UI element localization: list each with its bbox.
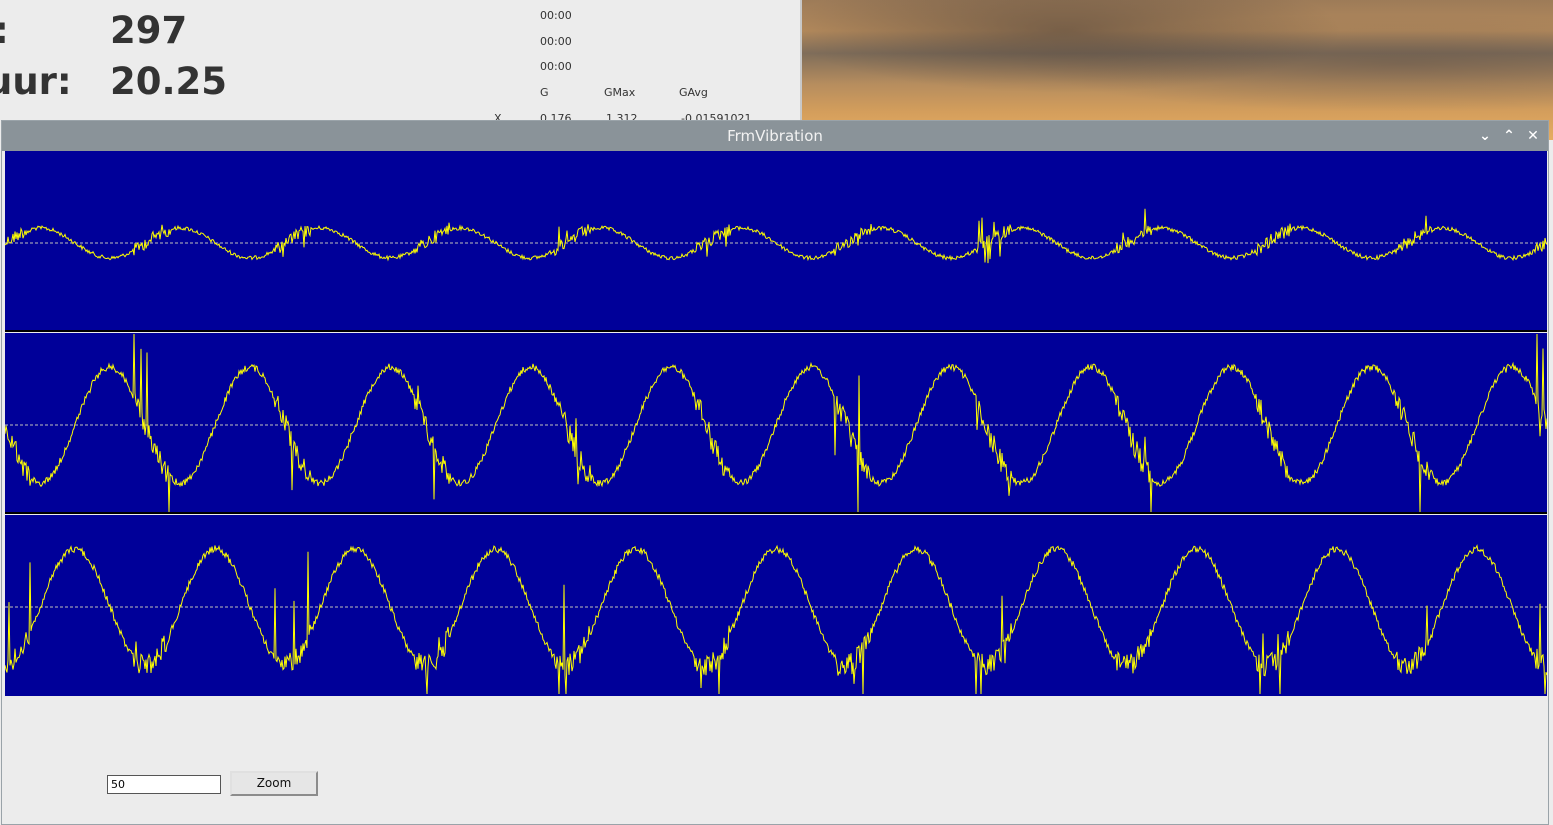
window-edge (800, 0, 802, 140)
header-g: G (540, 86, 549, 99)
value-label-1: : (0, 12, 9, 49)
trace-x (5, 208, 1547, 264)
vibration-plot-y (5, 333, 1547, 514)
desktop-wallpaper (801, 0, 1553, 140)
time-3: 00:00 (540, 60, 572, 73)
time-2: 00:00 (540, 35, 572, 48)
trace-z (5, 544, 1547, 695)
value-2: 20.25 (110, 60, 228, 103)
window-title: FrmVibration (727, 127, 823, 145)
plot-z-svg (5, 544, 1547, 695)
maximize-button[interactable]: ⌃ (1503, 128, 1515, 144)
minimize-button[interactable]: ⌄ (1479, 128, 1491, 144)
time-1: 00:00 (540, 9, 572, 22)
header-gavg: GAvg (679, 86, 708, 99)
close-button[interactable]: ✕ (1527, 128, 1539, 144)
vibration-plot-z (5, 515, 1547, 696)
title-bar[interactable]: FrmVibration ⌄ ⌃ ✕ (2, 121, 1548, 151)
value-1: 297 (110, 9, 188, 52)
frm-vibration-window: FrmVibration ⌄ ⌃ ✕ (1, 120, 1549, 825)
plot-x-svg (5, 208, 1547, 264)
zoom-button[interactable]: Zoom (230, 771, 318, 796)
zoom-input[interactable] (107, 775, 221, 794)
row-axis: X (494, 112, 502, 125)
vibration-plot-x (5, 151, 1547, 332)
header-gmax: GMax (604, 86, 636, 99)
plot-y-svg (5, 333, 1547, 512)
value-label-2: uur: (0, 60, 72, 103)
trace-y (5, 333, 1547, 512)
